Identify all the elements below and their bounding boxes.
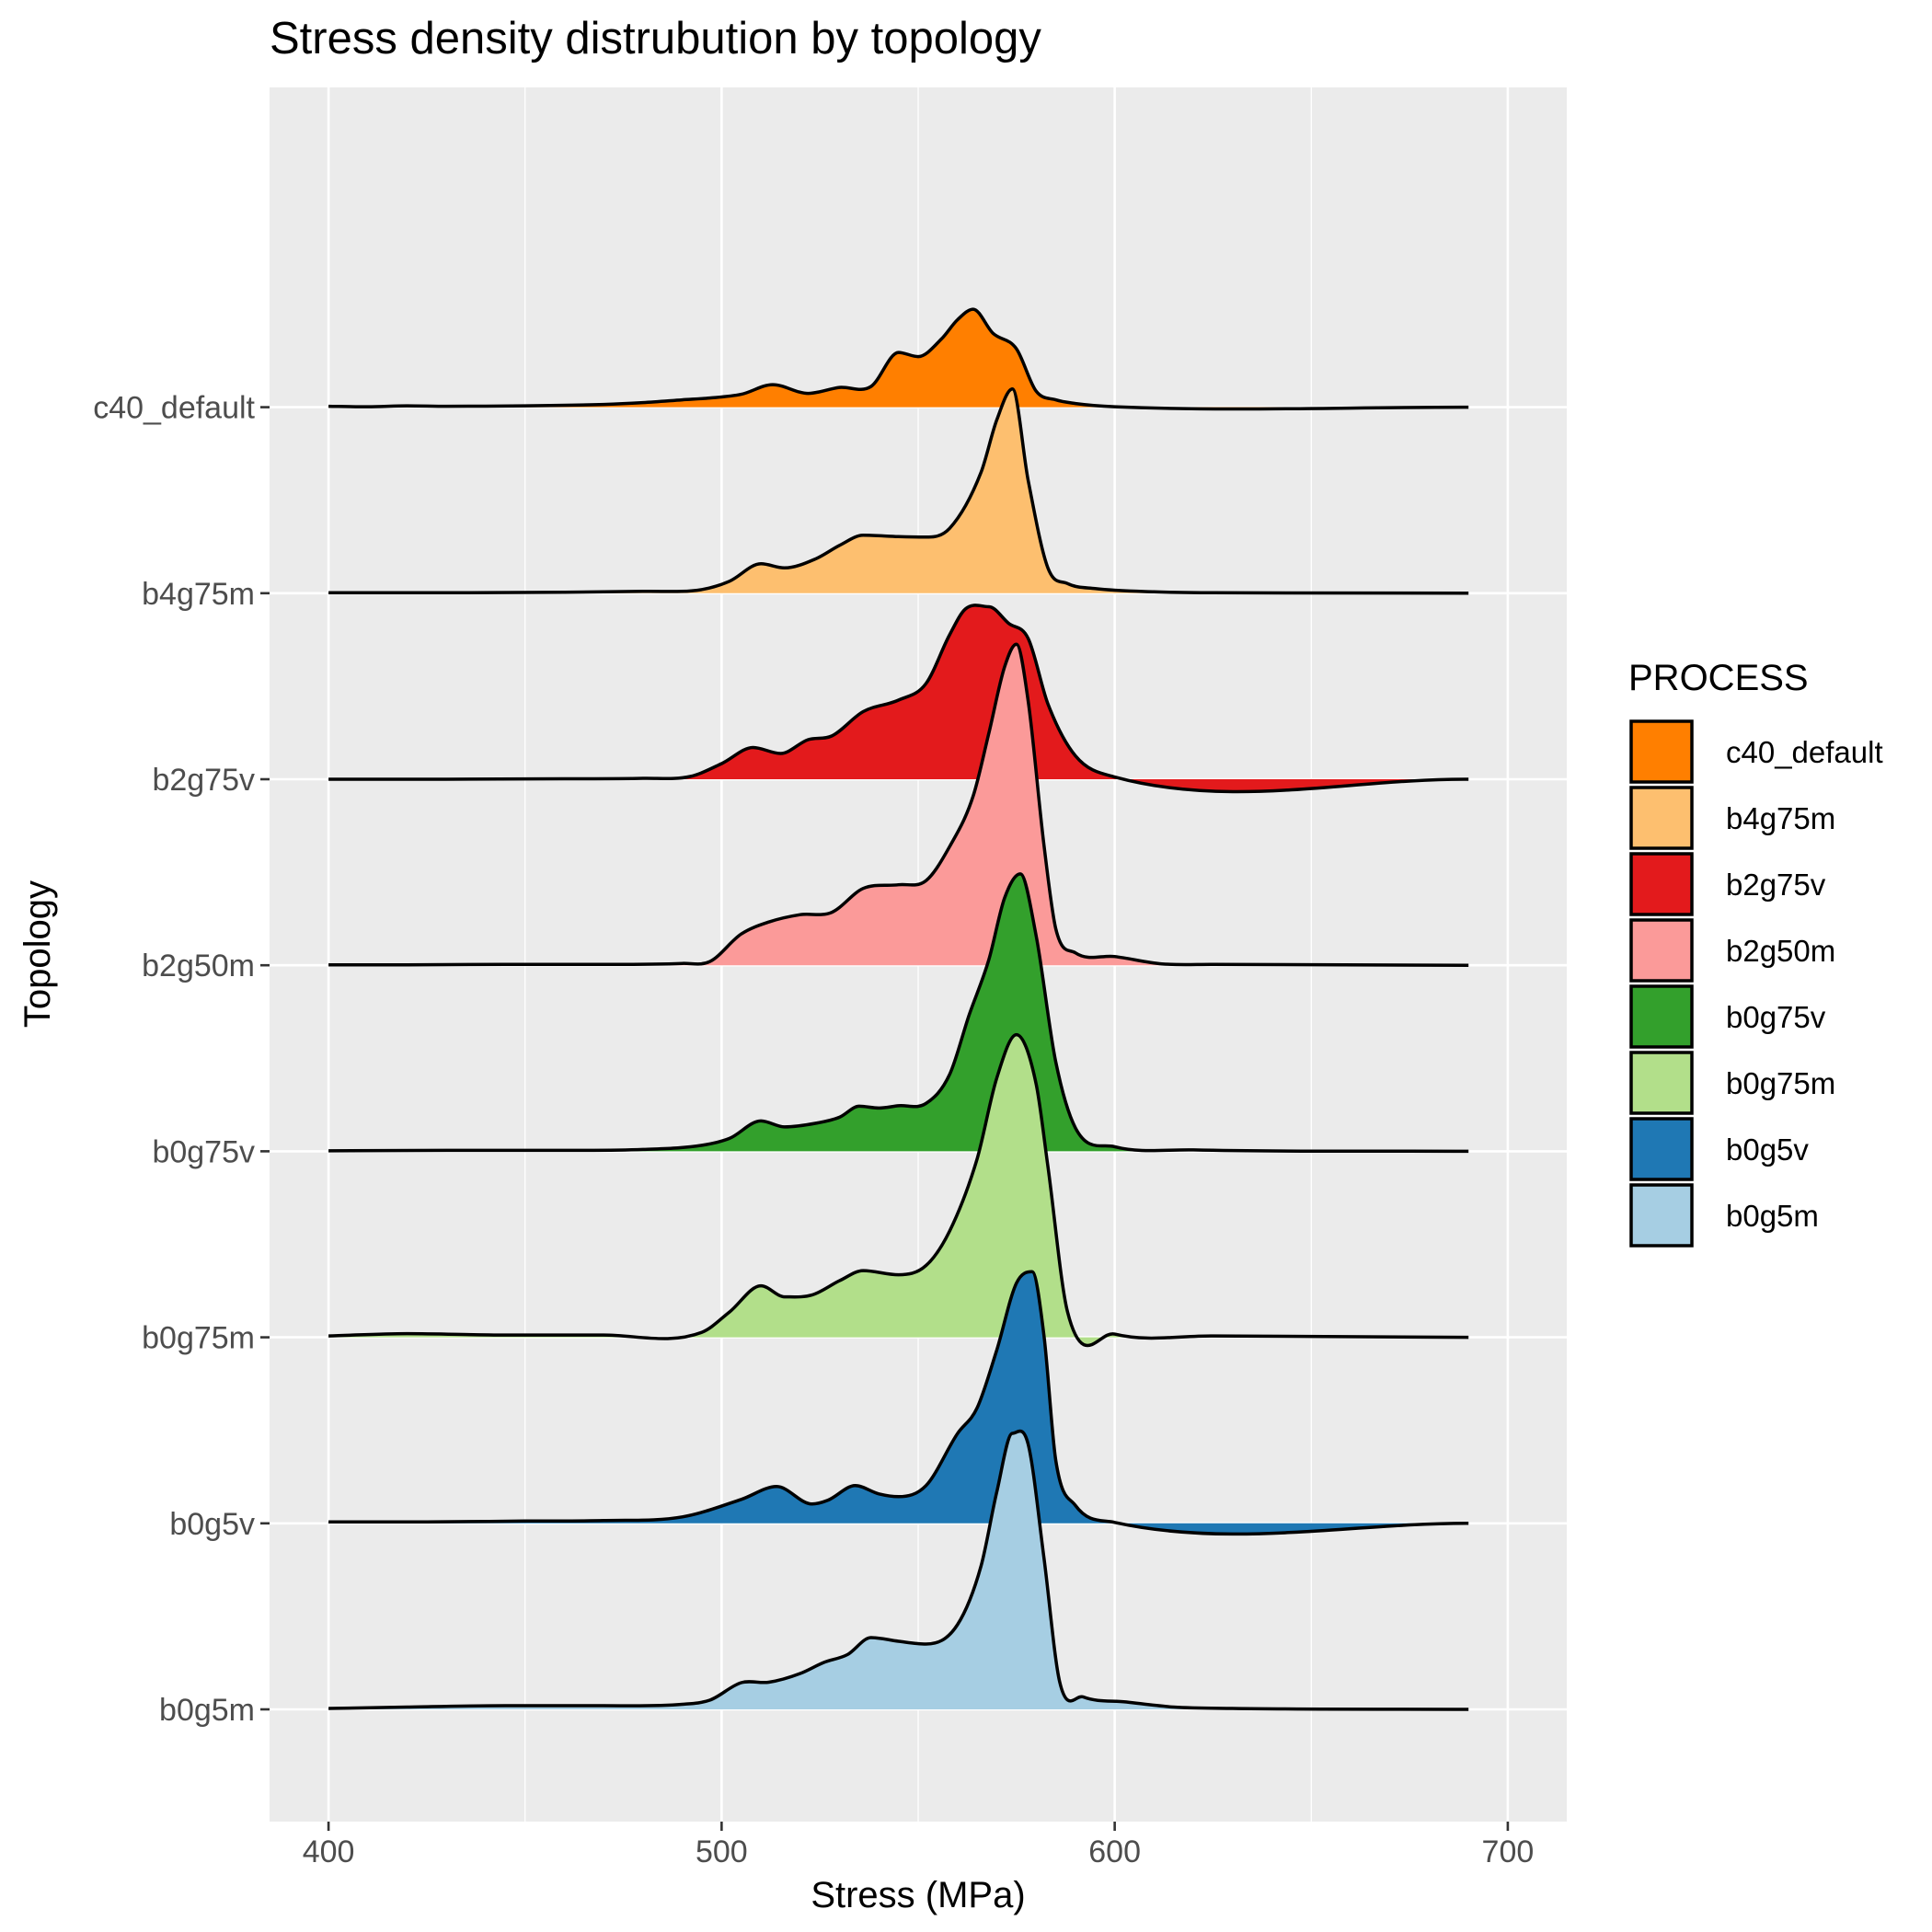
ridge-line-b0g75v xyxy=(328,872,1469,1154)
x-axis-title: Stress (MPa) xyxy=(811,1875,1025,1915)
y-tick-label: b0g5v xyxy=(169,1507,255,1542)
ridge-fill-b4g75m xyxy=(328,388,1469,593)
legend: c40_default b4g75m b2g75v b2g50m b0g75v b0g75… xyxy=(1629,719,1883,1248)
legend-key xyxy=(1629,786,1694,850)
ridge-line-b0g5m xyxy=(328,1429,1469,1711)
y-tick-label: b2g75v xyxy=(152,763,255,798)
axes: 400 500 600 700 b0g5m b0g5v b0g75m b0g75v b2g50m… xyxy=(93,391,1534,1869)
legend-label: b4g75m xyxy=(1726,801,1835,835)
ridge-line-b0g75m xyxy=(328,1032,1469,1348)
legend-key xyxy=(1629,852,1694,916)
x-tick-label: 400 xyxy=(303,1834,355,1869)
legend-key xyxy=(1629,719,1694,784)
ridge-fill-b0g75m xyxy=(328,1034,1469,1346)
legend-label: b0g5v xyxy=(1726,1133,1809,1167)
ridge-fill-b2g75v xyxy=(328,604,1469,792)
density-ridges xyxy=(328,307,1469,1711)
y-tick-label: b2g50m xyxy=(142,949,255,983)
legend-label: b2g75v xyxy=(1726,868,1826,902)
ridge-line-b0g5v xyxy=(328,1270,1469,1536)
legend-key xyxy=(1629,1051,1694,1115)
y-axis-title: Topology xyxy=(17,880,58,1028)
chart-title: Stress density distrubution by topology xyxy=(270,14,1041,63)
legend-label: b0g75m xyxy=(1726,1066,1835,1100)
legend-key xyxy=(1629,984,1694,1049)
legend-key xyxy=(1629,918,1694,983)
ridge-line-c40-default xyxy=(328,307,1469,411)
y-tick-label: b0g75v xyxy=(152,1134,255,1169)
ridge-fill-b0g5m xyxy=(328,1431,1469,1709)
ridge-fill-b2g50m xyxy=(328,644,1469,966)
ridge-line-b4g75m xyxy=(328,387,1469,595)
legend-label: b2g50m xyxy=(1726,934,1835,968)
legend-label: b0g75v xyxy=(1726,1000,1826,1034)
legend-label: c40_default xyxy=(1726,735,1883,769)
ridge-line-b2g50m xyxy=(328,642,1469,967)
x-tick-label: 700 xyxy=(1482,1834,1535,1869)
ridge-line-b2g75v xyxy=(328,604,1469,794)
legend-title: PROCESS xyxy=(1628,658,1809,698)
x-tick-label: 600 xyxy=(1088,1834,1141,1869)
legend-label: b0g5m xyxy=(1726,1199,1819,1233)
y-tick-label: c40_default xyxy=(93,391,255,426)
legend-key xyxy=(1629,1117,1694,1181)
ridge-fill-c40-default xyxy=(328,309,1469,409)
x-tick-label: 500 xyxy=(696,1834,748,1869)
y-tick-label: b0g5m xyxy=(159,1693,255,1728)
y-tick-label: b4g75m xyxy=(142,577,255,612)
y-tick-label: b0g75m xyxy=(142,1321,255,1356)
legend-key xyxy=(1629,1183,1694,1248)
